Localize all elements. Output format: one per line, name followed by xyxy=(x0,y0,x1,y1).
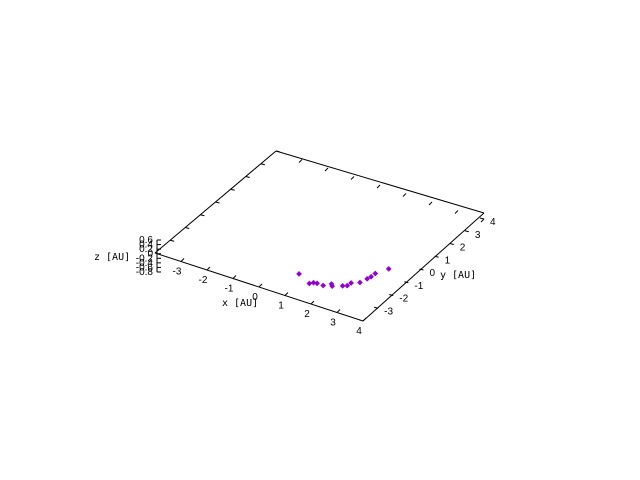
data-point xyxy=(339,282,346,289)
z-axis-label: z [AU] xyxy=(94,252,130,263)
x-tick-label: 1 xyxy=(278,301,284,312)
data-point xyxy=(314,280,321,287)
data-point xyxy=(296,270,303,277)
z-tick-label: -0.6 xyxy=(136,262,154,273)
x-mirror-tick xyxy=(298,159,303,163)
y-tick-label: 4 xyxy=(490,217,496,228)
x-mirror-tick xyxy=(428,201,433,206)
y-mirror-tick xyxy=(170,239,175,242)
y-tick xyxy=(464,230,469,233)
z-tick-label: -0.4 xyxy=(136,258,154,269)
data-point xyxy=(329,283,336,290)
y-tick-label: -1 xyxy=(414,281,423,292)
z-tick-label: -0.2 xyxy=(136,253,154,264)
z-tick-label: 0.2 xyxy=(139,244,153,255)
z-tick-label: 0.6 xyxy=(139,235,153,246)
plot-frame xyxy=(154,150,485,322)
x-tick-label: -1 xyxy=(225,284,234,295)
z-tick-label: 0.4 xyxy=(139,240,153,251)
y-axis-label: y [AU] xyxy=(440,270,476,281)
y-mirror-tick xyxy=(215,201,220,204)
x-mirror-tick xyxy=(402,193,407,197)
data-point xyxy=(306,280,313,287)
tick-labels: -3-2-101234-3-2-1012340.60.40.20-0.2-0.4… xyxy=(136,217,496,337)
data-point xyxy=(385,265,392,272)
x-tick xyxy=(310,300,315,305)
y-tick xyxy=(389,294,394,296)
x-tick xyxy=(258,283,263,288)
x-axis-label: x [AU] xyxy=(222,298,258,309)
y-tick xyxy=(479,217,485,220)
y-mirror-tick xyxy=(200,214,205,217)
tick-marks xyxy=(157,150,485,322)
y-tick xyxy=(419,268,424,271)
y-tick-label: 2 xyxy=(460,243,466,254)
z-tick-label: 0 xyxy=(147,249,153,260)
data-points xyxy=(296,265,392,290)
x-tick-label: -3 xyxy=(173,267,182,278)
x-tick xyxy=(180,258,185,262)
y-tick xyxy=(449,243,454,245)
x-tick-label: 2 xyxy=(304,309,310,320)
x-mirror-tick xyxy=(324,167,329,172)
y-tick xyxy=(404,281,409,284)
frame-edge-back xyxy=(275,150,485,214)
x-tick xyxy=(206,266,211,271)
x-tick xyxy=(232,275,237,279)
z-tick-label: -0.8 xyxy=(136,267,154,278)
x-tick-label: 0 xyxy=(252,292,258,303)
data-point xyxy=(372,270,379,277)
data-point xyxy=(344,282,351,289)
y-mirror-tick xyxy=(185,227,190,229)
y-tick-label: 3 xyxy=(475,230,481,241)
y-mirror-tick xyxy=(275,150,281,153)
y-tick xyxy=(374,306,379,309)
x-tick xyxy=(336,309,341,313)
x-tick-label: 4 xyxy=(356,326,362,337)
y-mirror-tick xyxy=(230,188,235,191)
y-tick xyxy=(434,255,439,258)
data-point xyxy=(320,282,327,289)
y-mirror-tick xyxy=(245,176,250,178)
x-tick xyxy=(362,317,367,322)
x-tick-label: -2 xyxy=(199,275,208,286)
data-point xyxy=(364,275,371,282)
y-tick-label: 1 xyxy=(445,255,451,266)
data-point xyxy=(357,279,363,286)
x-mirror-tick xyxy=(480,218,485,223)
y-tick-label: 0 xyxy=(430,268,436,279)
x-mirror-tick xyxy=(454,210,459,214)
x-tick xyxy=(284,292,289,296)
x-mirror-tick xyxy=(376,184,381,189)
y-tick-label: -2 xyxy=(399,294,408,305)
x-tick-label: 3 xyxy=(330,318,336,329)
y-mirror-tick xyxy=(260,163,265,166)
data-point xyxy=(348,280,355,286)
data-point xyxy=(368,273,375,280)
y-tick-label: -3 xyxy=(384,306,393,317)
x-mirror-tick xyxy=(350,176,355,180)
frame-edge-right xyxy=(362,212,485,322)
